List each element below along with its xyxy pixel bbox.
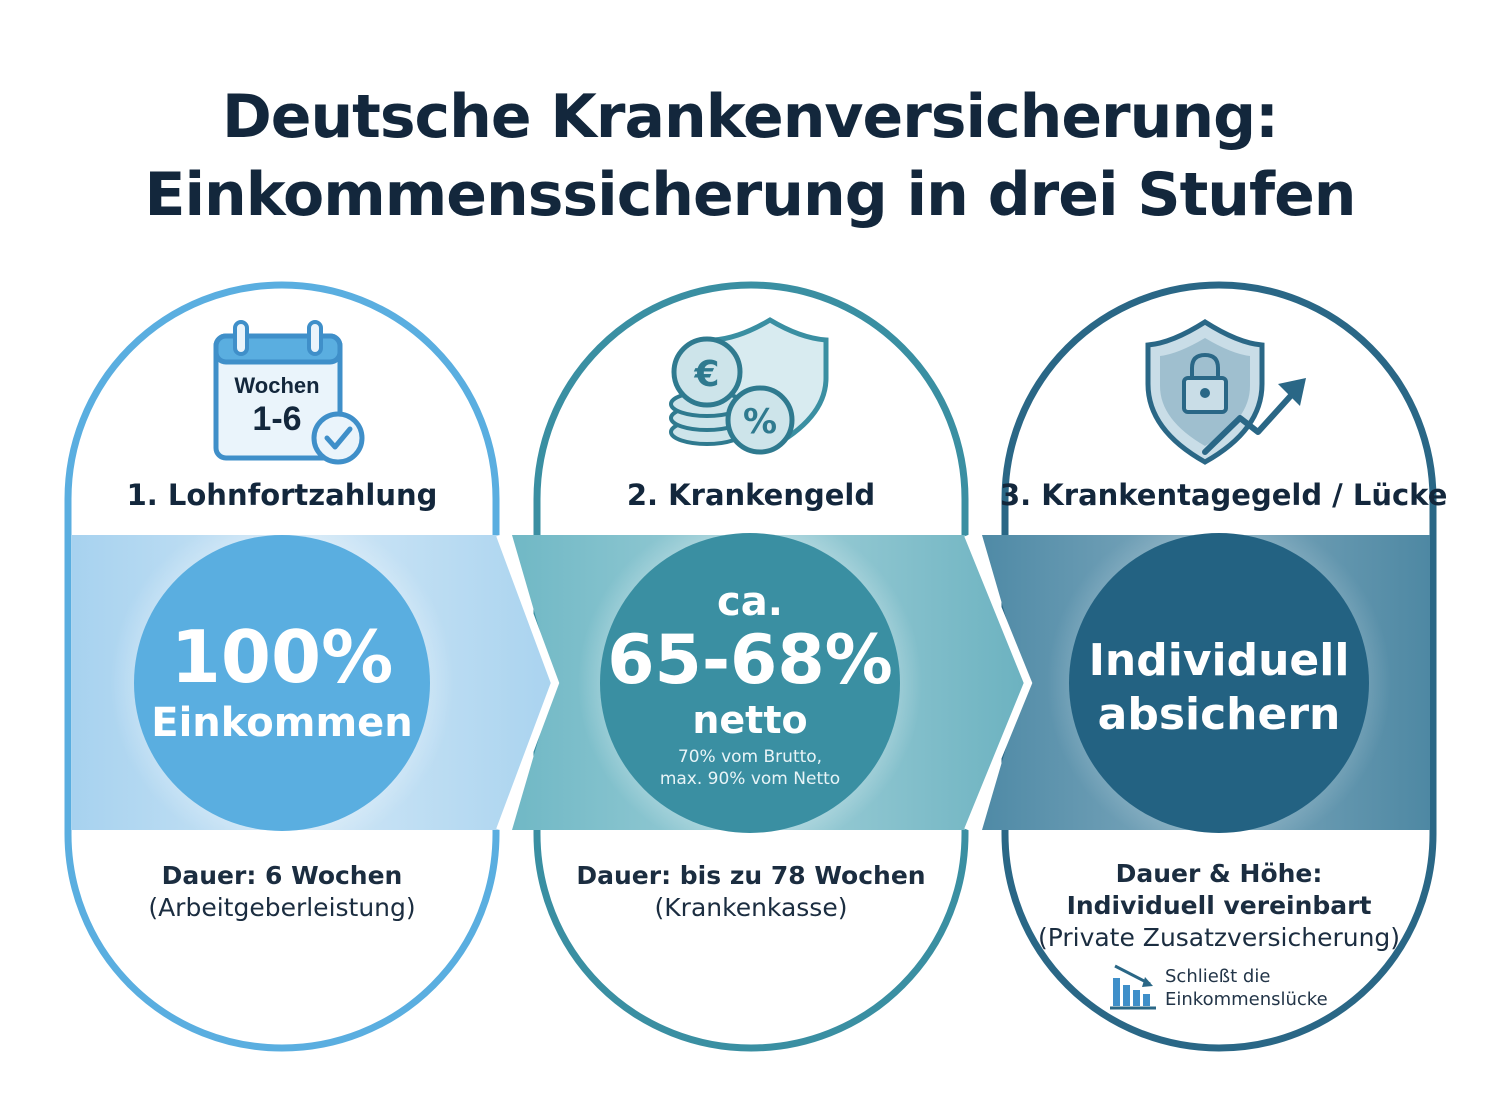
stage-3-circle-text: Individuell absichern (1069, 634, 1369, 742)
page-title: Deutsche Krankenversicherung: Einkommens… (0, 78, 1500, 234)
stage-3-note: Schließt die Einkommenslücke (1165, 965, 1328, 1011)
stage-3-duration-line-1: Dauer & Höhe: (1115, 859, 1323, 888)
svg-text:€: € (693, 354, 719, 395)
stage-3-description: Dauer & Höhe: Individuell vereinbart (Pr… (1019, 858, 1419, 954)
stage-3-circle-line-1: Individuell (1088, 635, 1350, 686)
stage-3-circle-line-2: absichern (1097, 689, 1341, 740)
stage-3-note-line-2: Einkommenslücke (1165, 989, 1328, 1010)
stage-1-duration: Dauer: 6 Wochen (161, 861, 403, 890)
stage-2-circle-sub: netto (692, 698, 808, 742)
stage-1-circle (134, 535, 430, 831)
stage-1-circle-sub: Einkommen (151, 700, 413, 746)
euro-coins-shield-percent-icon: € % (669, 317, 829, 455)
stage-2-circle-prefix: ca. (717, 579, 783, 625)
svg-text:%: % (743, 402, 777, 442)
stage-2-percentage: 65-68% (607, 621, 893, 700)
stage-3-circle (1069, 533, 1369, 833)
stage-2-title: 2. Krankengeld (626, 478, 876, 512)
bar-chart-down-icon (1110, 964, 1156, 1010)
stage-1-percentage: 100% (170, 615, 394, 699)
stage-1-description: Dauer: 6 Wochen (Arbeitgeberleistung) (82, 860, 482, 924)
stage-2-provider: (Krankenkasse) (654, 893, 848, 922)
stage-2-note-line-2: max. 90% vom Netto (659, 769, 841, 789)
calendar-label-line-2: 1-6 (252, 400, 301, 438)
stage-2-duration: Dauer: bis zu 78 Wochen (576, 861, 926, 890)
stage-2-circle-text: ca. 65-68% netto 70% vom Brutto, max. 90… (600, 580, 900, 790)
title-line-2: Einkommenssicherung in drei Stufen (144, 160, 1356, 230)
stage-1-title: 1. Lohnfortzahlung (126, 478, 438, 512)
stage-3-title: 3. Krankentagegeld / Lücke (1000, 478, 1448, 512)
stage-1-provider: (Arbeitgeberleistung) (148, 893, 416, 922)
calendar-label-line-1: Wochen (234, 373, 319, 398)
stage-2-circle (600, 533, 900, 833)
calendar-check-icon: Wochen 1-6 (213, 320, 365, 465)
stage-2-note-line-1: 70% vom Brutto, (677, 747, 823, 767)
stage-3-note-line-1: Schließt die (1165, 966, 1271, 987)
shield-lock-arrow-icon (1145, 319, 1306, 465)
separator-2 (964, 533, 1033, 832)
stage-3-provider: (Private Zusatzversicherung) (1037, 923, 1401, 952)
separator-1 (496, 533, 560, 832)
stage-1-circle-text: 100% Einkommen (134, 616, 430, 748)
title-line-1: Deutsche Krankenversicherung: (221, 82, 1279, 152)
stage-2-description: Dauer: bis zu 78 Wochen (Krankenkasse) (551, 860, 951, 924)
stage-3-duration-line-2: Individuell vereinbart (1066, 891, 1372, 920)
